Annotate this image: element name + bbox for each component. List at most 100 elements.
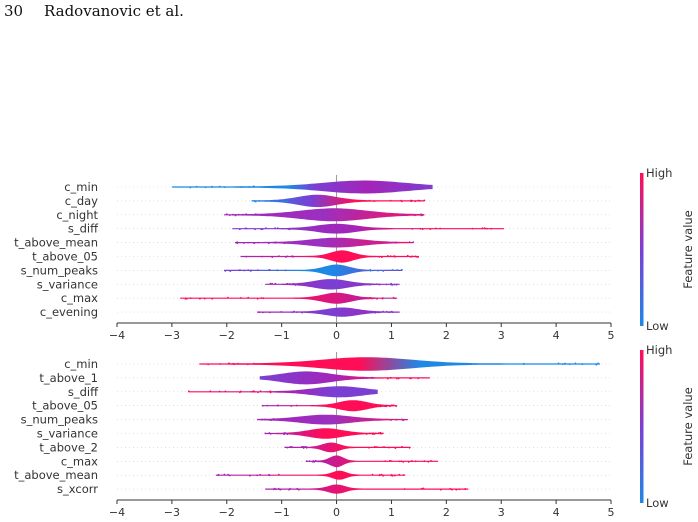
tail-point [391, 404, 393, 406]
tail-point [401, 200, 403, 203]
tail-point [369, 432, 371, 435]
tail-point [401, 418, 403, 421]
tail-point [269, 311, 271, 314]
tail-point [369, 269, 372, 272]
tail-point [389, 459, 391, 462]
tail-point [410, 460, 413, 463]
tail-point [289, 283, 291, 285]
tail-point [391, 269, 394, 271]
tail-point [317, 460, 319, 463]
tail-point [430, 460, 432, 462]
tail-point [236, 242, 239, 245]
tail-point [238, 269, 241, 272]
tail-point [253, 390, 256, 393]
tail-point [305, 460, 308, 463]
tail-point [357, 432, 359, 435]
tail-point [373, 200, 376, 203]
tail-point [272, 376, 275, 379]
tail-point [255, 213, 257, 216]
tail-point [439, 227, 442, 230]
tail-point [256, 297, 259, 300]
tail-point [308, 460, 311, 462]
tail-point [279, 488, 282, 491]
tail-point [394, 283, 396, 286]
tail-point [312, 460, 315, 463]
feature-label: s_diff [68, 222, 99, 236]
x-tick-label: 0 [333, 329, 340, 342]
tail-point [378, 418, 380, 421]
tail-point [385, 241, 387, 244]
tail-point [301, 445, 303, 448]
tail-point [268, 474, 271, 477]
tail-point [595, 363, 598, 366]
tail-point [378, 405, 381, 407]
tail-point [211, 185, 214, 188]
tail-point [237, 213, 240, 216]
feature-label: t_above_mean [14, 236, 98, 250]
tail-point [274, 282, 277, 285]
tail-point [412, 241, 415, 244]
tail-point [378, 256, 381, 258]
tail-point [291, 311, 294, 313]
tail-point [385, 283, 388, 286]
tail-point [367, 390, 370, 393]
tail-point [273, 213, 276, 216]
tail-point [219, 363, 222, 365]
colorbar-high-label: High [646, 343, 672, 357]
tail-point [257, 391, 259, 394]
tail-point [390, 474, 393, 477]
tail-point [261, 228, 264, 231]
tail-point [387, 255, 389, 257]
tail-point [368, 283, 371, 286]
tail-point [427, 460, 430, 463]
tail-point [304, 445, 307, 448]
tail-point [384, 405, 386, 408]
tail-point [374, 432, 377, 435]
tail-point [245, 227, 248, 230]
tail-point [228, 214, 231, 217]
colorbar-gradient [640, 350, 644, 503]
violin-c_night [224, 208, 425, 222]
tail-point [280, 311, 283, 313]
x-tick-label: 4 [553, 329, 560, 342]
tail-point [224, 270, 227, 272]
tail-point [372, 376, 374, 379]
tail-point [481, 227, 484, 230]
tail-point [427, 185, 430, 188]
tail-point [260, 297, 263, 299]
tail-point [282, 200, 285, 203]
colorbar-low-label: Low [646, 496, 669, 510]
tail-point [364, 297, 367, 299]
tail-point [397, 377, 400, 380]
tail-point [290, 405, 293, 407]
tail-point [423, 460, 426, 463]
tail-point [370, 376, 373, 379]
tail-point [209, 390, 212, 393]
tail-point [597, 362, 599, 365]
tail-point [364, 283, 367, 286]
tail-point [247, 241, 250, 244]
tail-point [398, 460, 401, 463]
tail-point [401, 213, 404, 216]
tail-point [226, 213, 228, 216]
tail-point [409, 186, 412, 189]
tail-point [244, 227, 247, 230]
tail-point [223, 186, 226, 189]
tail-point [289, 418, 291, 421]
tail-point [278, 377, 281, 379]
tail-point [374, 445, 376, 448]
tail-point [380, 256, 383, 258]
tail-point [564, 363, 566, 365]
tail-point [247, 296, 250, 299]
violin-s_variance [265, 428, 384, 439]
tail-point [295, 404, 298, 407]
tail-point [523, 362, 525, 365]
tail-point [278, 255, 280, 257]
tail-point [367, 310, 370, 313]
tail-point [199, 297, 201, 300]
x-tick-label: −4 [109, 329, 125, 342]
tail-point [289, 487, 291, 490]
tail-point [217, 474, 220, 477]
tail-point [574, 362, 577, 365]
tail-point [290, 255, 293, 258]
